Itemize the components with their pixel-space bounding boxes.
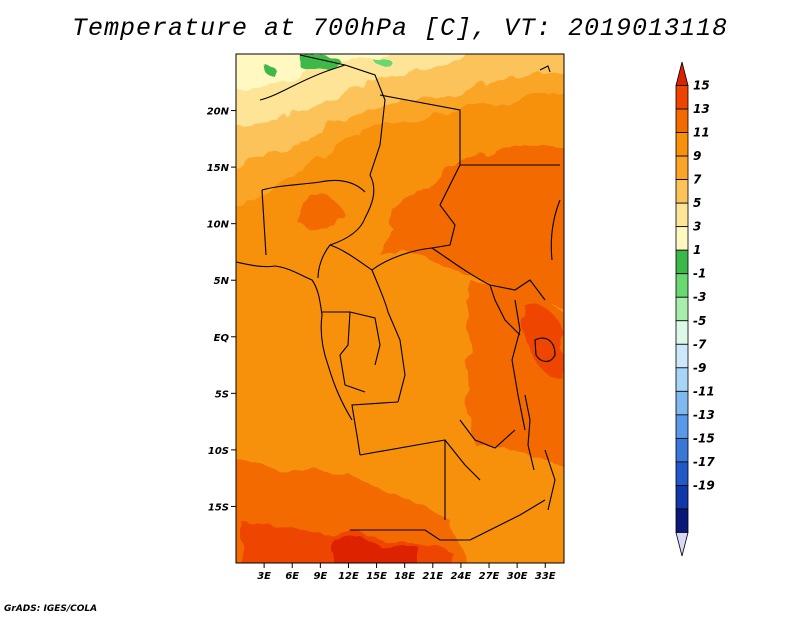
colorbar-label: -11: [693, 384, 715, 398]
colorbar-segment: [675, 132, 689, 157]
lat-tick-label: 10S: [208, 446, 229, 457]
colorbar-segment: [675, 249, 689, 275]
colorbar-label: 11: [693, 126, 710, 140]
colorbar-label: 7: [693, 173, 702, 187]
temperature-field: [236, 54, 564, 563]
colorbar-segment: [675, 85, 689, 110]
colorbar-label: -9: [693, 361, 706, 375]
lon-tick-label: 9E: [313, 571, 327, 582]
colorbar-label: 5: [693, 196, 701, 210]
lon-tick-label: 30E: [507, 571, 528, 582]
colorbar-segment: [675, 532, 689, 557]
lon-tick-label: 6E: [285, 571, 299, 582]
lon-tick-label: 21E: [422, 571, 443, 582]
lat-tick-label: 10N: [207, 220, 230, 231]
chart-title: Temperature at 700hPa [C], VT: 201901311…: [71, 14, 729, 43]
colorbar-segment: [675, 414, 689, 439]
colorbar-segment: [675, 508, 689, 533]
colorbar-label: 1: [693, 243, 701, 257]
colorbar-segment: [675, 320, 689, 345]
colorbar-segment: [675, 437, 689, 463]
colorbar-segment: [675, 461, 689, 486]
colorbar-label: 3: [693, 220, 701, 234]
colorbar-label: -1: [693, 267, 706, 281]
colorbar: 15 13 11 9 7 5 3 1 -1 -3 -5 -7 -9 -11 -13 -15 -17 -19: [675, 61, 715, 557]
colorbar-label: 13: [693, 102, 710, 116]
colorbar-segment: [675, 61, 689, 86]
colorbar-segment: [675, 226, 689, 251]
colorbar-label: -19: [693, 478, 715, 492]
lon-tick-label: 33E: [535, 571, 556, 582]
grads-credit: GrADS: IGES/COLA: [4, 604, 98, 614]
colorbar-segment: [675, 108, 689, 133]
colorbar-segment: [675, 273, 689, 298]
colorbar-label: -15: [693, 431, 715, 445]
colorbar-segment: [675, 296, 689, 322]
lat-tick-label: 15N: [207, 163, 230, 174]
colorbar-label: -7: [693, 337, 707, 351]
lon-tick-label: 24E: [451, 571, 472, 582]
lat-tick-label: 20N: [207, 107, 230, 118]
colorbar-label: -5: [693, 314, 706, 328]
colorbar-segment: [675, 485, 689, 510]
lat-tick-label: 5N: [214, 276, 230, 287]
lat-tick-label: 5S: [215, 389, 229, 400]
lat-tick-label: EQ: [214, 333, 230, 344]
colorbar-segment: [675, 202, 689, 228]
lat-axis: 20N 15N 10N 5N EQ 5S 10S 15S: [207, 107, 236, 513]
colorbar-segment: [675, 343, 689, 369]
map-frame: [235, 53, 565, 564]
country-borders: [236, 54, 561, 541]
colorbar-segment: [675, 367, 689, 392]
lon-tick-label: 12E: [338, 571, 359, 582]
colorbar-segment: [675, 179, 689, 204]
colorbar-label: 9: [693, 149, 701, 163]
lon-axis: 3E 6E 9E 12E 15E 18E 21E 24E 27E 30E 33E: [257, 563, 556, 582]
lon-tick-label: 18E: [394, 571, 415, 582]
lat-tick-label: 15S: [208, 502, 229, 513]
colorbar-label: 15: [693, 79, 710, 93]
colorbar-segment: [675, 390, 689, 416]
colorbar-label: -17: [693, 455, 715, 469]
colorbar-segment: [675, 155, 689, 181]
colorbar-label: -13: [693, 408, 715, 422]
lon-tick-label: 3E: [257, 571, 271, 582]
lon-tick-label: 15E: [366, 571, 387, 582]
colorbar-label: -3: [693, 290, 706, 304]
lon-tick-label: 27E: [479, 571, 500, 582]
